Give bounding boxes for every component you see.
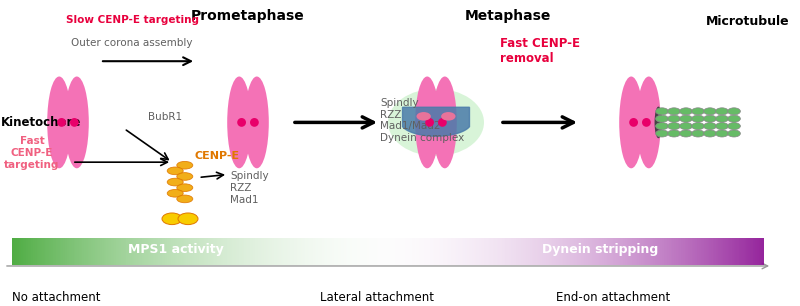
Ellipse shape — [441, 112, 455, 121]
Ellipse shape — [70, 118, 79, 127]
Text: Lateral attachment: Lateral attachment — [320, 292, 434, 304]
Text: Fast CENP-E
removal: Fast CENP-E removal — [500, 37, 580, 65]
Ellipse shape — [728, 130, 741, 137]
Text: MPS1 activity: MPS1 activity — [128, 243, 224, 256]
Text: Slow CENP-E targeting: Slow CENP-E targeting — [66, 15, 198, 25]
Ellipse shape — [704, 115, 717, 122]
Ellipse shape — [691, 123, 704, 130]
Ellipse shape — [667, 130, 680, 137]
Text: No attachment: No attachment — [12, 292, 101, 304]
Ellipse shape — [227, 76, 251, 168]
Ellipse shape — [58, 118, 66, 127]
Ellipse shape — [250, 118, 259, 127]
Ellipse shape — [415, 76, 439, 168]
Text: Metaphase: Metaphase — [465, 9, 551, 23]
Text: Microtubule: Microtubule — [706, 15, 790, 28]
Ellipse shape — [680, 108, 692, 115]
Ellipse shape — [716, 108, 728, 115]
Ellipse shape — [680, 123, 692, 130]
Polygon shape — [402, 107, 470, 136]
Ellipse shape — [177, 173, 193, 180]
Ellipse shape — [637, 76, 661, 168]
Ellipse shape — [656, 123, 669, 130]
Ellipse shape — [433, 76, 457, 168]
Ellipse shape — [417, 112, 431, 121]
Ellipse shape — [177, 195, 193, 203]
Ellipse shape — [245, 76, 269, 168]
Ellipse shape — [619, 76, 643, 168]
Ellipse shape — [680, 130, 692, 137]
Ellipse shape — [642, 118, 651, 127]
Ellipse shape — [728, 115, 741, 122]
Ellipse shape — [167, 178, 183, 186]
Ellipse shape — [65, 76, 89, 168]
Ellipse shape — [388, 89, 484, 156]
Ellipse shape — [178, 213, 198, 225]
Ellipse shape — [630, 118, 638, 127]
Text: Spindly
RZZ
Mad1/Mad2
Dynein complex: Spindly RZZ Mad1/Mad2 Dynein complex — [380, 98, 464, 143]
Ellipse shape — [704, 108, 717, 115]
Ellipse shape — [667, 115, 680, 122]
Text: End-on attachment: End-on attachment — [556, 292, 670, 304]
Ellipse shape — [716, 115, 728, 122]
Ellipse shape — [667, 108, 680, 115]
Ellipse shape — [728, 123, 741, 130]
Ellipse shape — [691, 130, 704, 137]
Ellipse shape — [167, 167, 183, 175]
Ellipse shape — [656, 108, 669, 115]
Text: Kinetochore: Kinetochore — [1, 116, 81, 129]
Ellipse shape — [704, 123, 717, 130]
Text: Spindly
RZZ
Mad1: Spindly RZZ Mad1 — [230, 171, 269, 204]
Text: Fast
CENP-E
targeting: Fast CENP-E targeting — [4, 136, 60, 170]
Text: BubR1: BubR1 — [148, 112, 182, 122]
Ellipse shape — [237, 118, 246, 127]
Ellipse shape — [177, 184, 193, 192]
Ellipse shape — [654, 106, 662, 138]
Ellipse shape — [680, 115, 692, 122]
Text: Outer corona assembly: Outer corona assembly — [71, 38, 193, 48]
Ellipse shape — [716, 123, 728, 130]
Ellipse shape — [691, 115, 704, 122]
Ellipse shape — [656, 130, 669, 137]
Ellipse shape — [438, 118, 446, 127]
Ellipse shape — [667, 123, 680, 130]
Ellipse shape — [691, 108, 704, 115]
Text: CENP-E: CENP-E — [194, 151, 239, 161]
Text: Dynein stripping: Dynein stripping — [542, 243, 658, 256]
Ellipse shape — [716, 130, 728, 137]
Ellipse shape — [47, 76, 71, 168]
Ellipse shape — [426, 118, 434, 127]
Ellipse shape — [177, 162, 193, 169]
Ellipse shape — [656, 115, 669, 122]
Ellipse shape — [704, 130, 717, 137]
Ellipse shape — [162, 213, 182, 225]
Ellipse shape — [167, 189, 183, 197]
Text: Prometaphase: Prometaphase — [191, 9, 305, 23]
Ellipse shape — [728, 108, 741, 115]
